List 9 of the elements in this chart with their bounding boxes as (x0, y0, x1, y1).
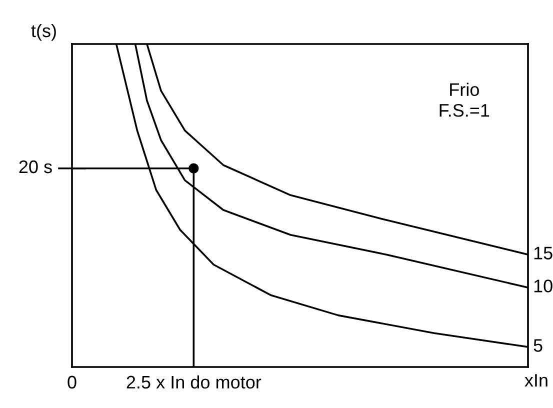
x-axis-title: xIn (524, 374, 548, 387)
series-label: 15 (534, 246, 552, 260)
series-label: 10 (534, 280, 552, 292)
text: 20 s (19, 160, 52, 174)
series-label: 5 (534, 339, 542, 352)
x-tick-label: 2.5 x In do motor (126, 375, 262, 389)
x-tick-label: 0 (68, 376, 76, 389)
y-axis-title: t(s) (31, 24, 56, 41)
annotation: Frio F.S.=1 (440, 82, 490, 117)
